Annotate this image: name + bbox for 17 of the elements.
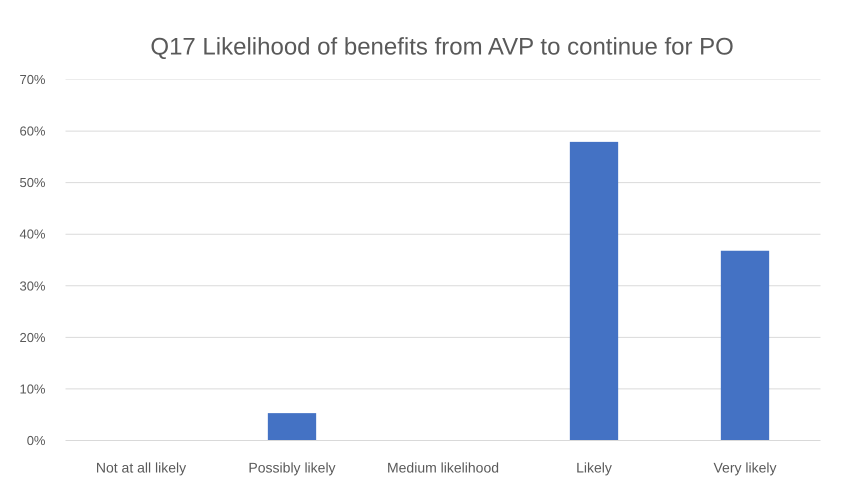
y-tick-label: 40% [19, 226, 46, 242]
chart-title: Q17 Likelihood of benefits from AVP to continue for PO [150, 34, 734, 60]
y-tick-label: 10% [19, 381, 46, 396]
x-tick-label: Likely [576, 460, 612, 476]
bar [570, 142, 618, 440]
bar [720, 250, 770, 440]
y-tick-label: 70% [19, 72, 46, 87]
x-tick-label: Medium likelihood [386, 460, 500, 476]
y-tick-label: 20% [19, 330, 46, 345]
x-tick-label: Not at all likely [96, 460, 186, 476]
y-tick-label: 30% [19, 278, 46, 294]
x-tick-label: Very likely [713, 460, 777, 476]
bar [268, 413, 316, 440]
y-tick-label: 60% [19, 124, 46, 139]
x-tick-label: Possibly likely [248, 460, 336, 476]
y-tick-label: 0% [26, 433, 46, 448]
y-tick-label: 50% [19, 175, 46, 190]
